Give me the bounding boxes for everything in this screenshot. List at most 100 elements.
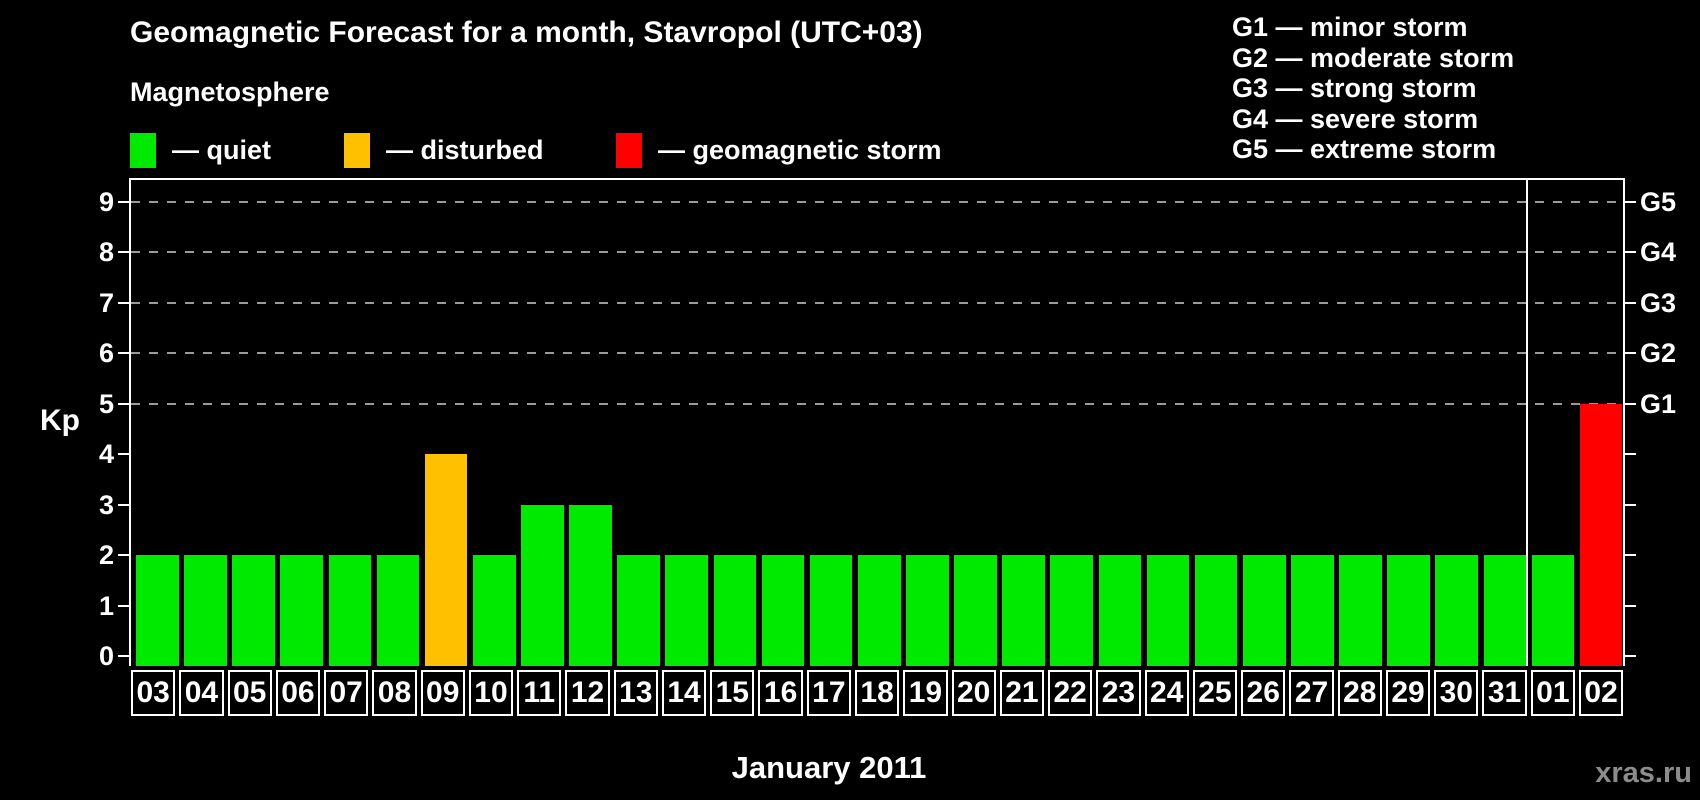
y-tick-left-1: [118, 604, 129, 607]
right-axis-label-g1: G1: [1640, 388, 1677, 419]
y-tick-label-8: 8: [98, 237, 114, 267]
bar-day-09: [424, 454, 468, 666]
bar-day-27: [1291, 555, 1334, 666]
bar-day-04: [184, 555, 227, 666]
bar-day-29: [1387, 555, 1430, 666]
bar-day-20: [954, 555, 997, 666]
month-divider-line: [1525, 180, 1528, 666]
y-tick-left-2: [118, 554, 129, 556]
bar-day-25: [1194, 555, 1238, 666]
y-tick-label-5: 5: [98, 388, 114, 419]
storm-color-swatch: [616, 132, 642, 168]
right-axis-label-g2: G2: [1640, 338, 1677, 368]
x-label-18: 18: [854, 670, 900, 716]
x-label-09: 09: [420, 670, 465, 716]
bar-day-11: [521, 504, 564, 666]
x-label-02: 02: [1578, 670, 1624, 716]
x-label-03: 03: [131, 670, 176, 716]
bar-day-28: [1339, 555, 1382, 666]
right-axis-label-g4: G4: [1640, 237, 1677, 267]
x-label-31: 31: [1482, 670, 1527, 716]
x-label-08: 08: [372, 670, 417, 716]
storm-scale-g5: G5 — extreme storm: [1232, 134, 1497, 164]
x-label-01: 01: [1530, 670, 1575, 716]
bar-day-10: [472, 555, 516, 666]
gridline-kp8: [131, 251, 1623, 253]
y-tick-left-0: [118, 655, 129, 657]
x-label-21: 21: [999, 670, 1045, 716]
x-axis-label-row: 03 04 05 06 07 08 09 10 11 12 13 14 15 16 17 18 19 20 21 22…: [131, 670, 1624, 716]
x-label-13: 13: [613, 670, 658, 716]
y-tick-label-6: 6: [98, 338, 114, 368]
bar-day-17: [809, 555, 853, 666]
gridline-kp9: [131, 200, 1623, 203]
bar-day-14: [665, 555, 709, 666]
bar-day-31: [1483, 555, 1527, 666]
y-tick-left-9: [118, 200, 129, 203]
x-axis-title: January 2011: [731, 750, 927, 785]
x-label-23: 23: [1096, 670, 1141, 716]
x-label-05: 05: [227, 670, 272, 716]
y-tick-left-8: [118, 251, 129, 253]
legend-label-quiet: — quiet: [172, 134, 271, 165]
y-tick-label-9: 9: [98, 186, 114, 217]
legend-item-disturbed: — disturbed: [344, 131, 544, 169]
y-tick-left-7: [118, 301, 129, 304]
x-label-30: 30: [1434, 670, 1479, 716]
y-axis-title: Kp: [40, 404, 80, 437]
storm-scale-g4: G4 — severe storm: [1232, 103, 1479, 134]
y-tick-right-4: [1625, 453, 1636, 455]
x-label-16: 16: [758, 670, 803, 716]
bar-day-02: [1579, 403, 1623, 666]
legend-item-quiet: — quiet: [130, 131, 271, 169]
x-label-04: 04: [179, 670, 224, 716]
y-tick-right-0: [1625, 655, 1636, 657]
legend-item-storm: — geomagnetic storm: [616, 131, 942, 169]
y-tick-right-9: [1625, 200, 1636, 203]
watermark: xras.ru: [1595, 757, 1692, 789]
y-tick-left-5: [118, 402, 129, 405]
y-tick-label-3: 3: [98, 489, 114, 520]
x-label-24: 24: [1144, 670, 1189, 716]
y-tick-right-8: [1625, 251, 1636, 253]
y-tick-label-0: 0: [98, 641, 114, 671]
y-tick-label-2: 2: [98, 540, 114, 570]
disturbed-color-swatch: [344, 132, 370, 168]
bar-day-15: [713, 555, 757, 666]
y-tick-right-7: [1625, 301, 1636, 304]
x-label-27: 27: [1289, 670, 1334, 716]
y-tick-label-4: 4: [98, 439, 114, 469]
magnetosphere-subtitle: Magnetosphere: [130, 77, 330, 107]
right-axis-label-g3: G3: [1640, 287, 1677, 318]
gridline-kp6: [131, 352, 1623, 354]
bar-day-21: [1002, 555, 1045, 666]
legend-label-storm: — geomagnetic storm: [658, 134, 942, 165]
plot-border-left: [129, 178, 131, 666]
x-label-28: 28: [1337, 670, 1382, 716]
y-tick-left-6: [118, 352, 129, 354]
legend-label-disturbed: — disturbed: [386, 134, 544, 165]
page-title: Geomagnetic Forecast for a month, Stavro…: [130, 16, 923, 49]
x-label-19: 19: [903, 670, 948, 716]
x-label-25: 25: [1192, 670, 1238, 716]
x-label-10: 10: [468, 670, 514, 716]
x-label-11: 11: [517, 670, 562, 716]
bar-day-12: [569, 504, 612, 666]
bar-day-16: [761, 555, 805, 666]
plot-border-right: [1623, 178, 1625, 666]
x-label-26: 26: [1241, 670, 1286, 716]
x-label-14: 14: [661, 670, 707, 716]
plot-border-top: [129, 178, 1625, 180]
x-label-15: 15: [710, 670, 755, 716]
y-tick-right-5: [1625, 402, 1636, 405]
bar-day-19: [906, 555, 949, 666]
x-label-12: 12: [565, 670, 610, 716]
x-label-07: 07: [324, 670, 369, 716]
y-tick-right-6: [1625, 352, 1636, 354]
storm-scale-legend: G1 — minor storm G2 — moderate storm G3 …: [1232, 12, 1514, 165]
y-tick-right-2: [1625, 554, 1636, 556]
right-axis-label-g5: G5: [1640, 186, 1677, 217]
y-tick-left-4: [118, 453, 129, 455]
bar-day-06: [280, 555, 323, 666]
